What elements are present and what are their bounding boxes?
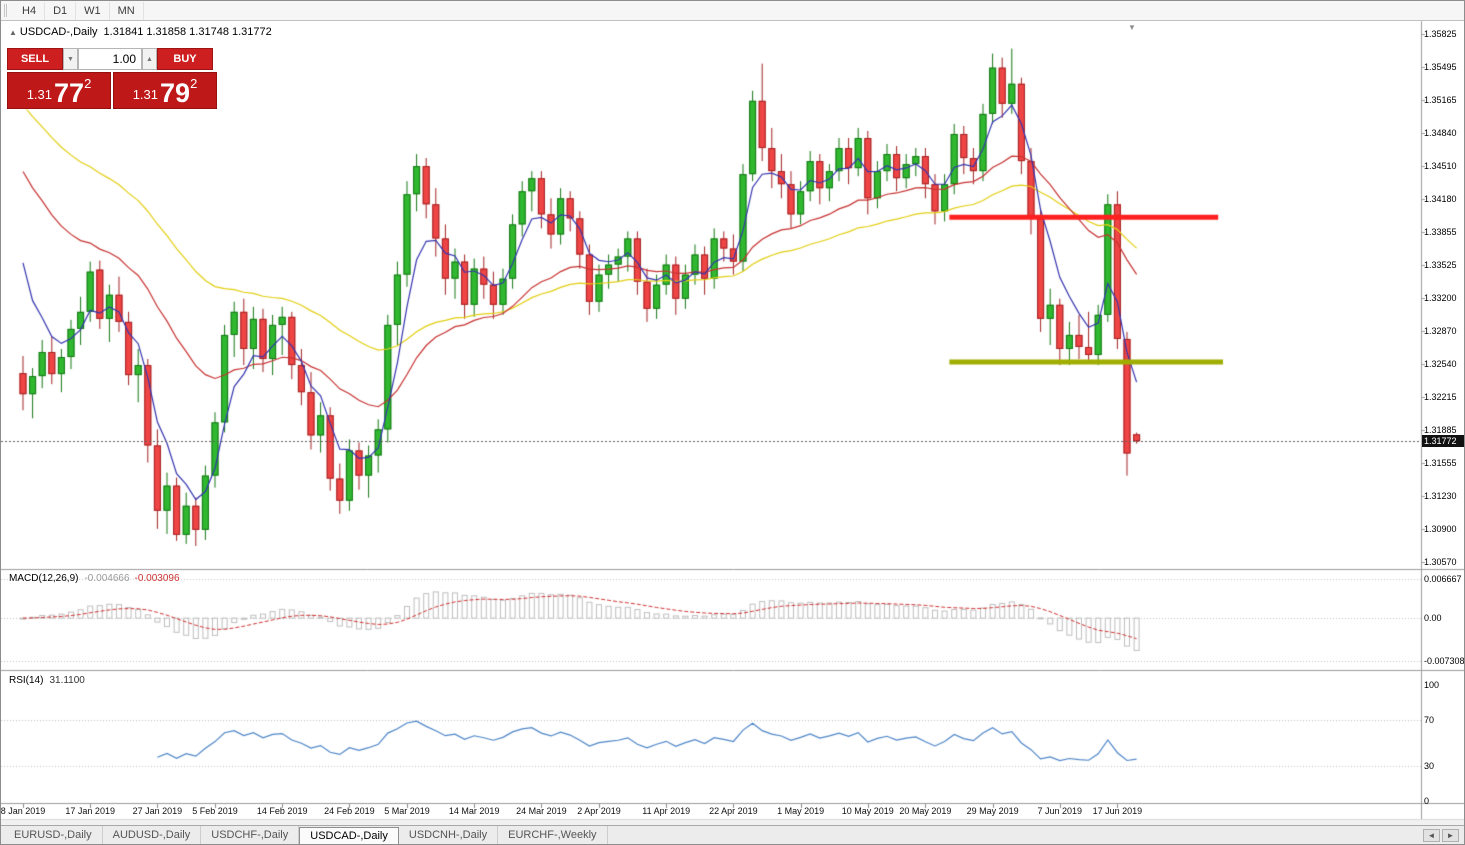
buy-button[interactable]: BUY [157, 48, 213, 70]
price-label: 1.30900 [1424, 523, 1457, 534]
price-label: 1.34510 [1424, 161, 1457, 172]
rsi-indicator-label: RSI(14) 31.1100 [9, 675, 85, 686]
sell-button[interactable]: SELL [7, 48, 63, 70]
price-axis[interactable]: 1.31772 1.35825 1.35495 1.35165 1.34840 1.34… [1422, 1, 1465, 844]
date-label: 24 Feb 2019 [324, 806, 375, 816]
one-click-trading-panel: SELL ▼ ▲ BUY 1.31 77 2 1.31 79 2 [6, 47, 218, 110]
price-label: 1.33525 [1424, 260, 1457, 271]
macd-axis-label: 0.006667 [1424, 574, 1462, 584]
macd-axis-label: -0.007308 [1424, 656, 1465, 666]
price-label: 1.33200 [1424, 292, 1457, 303]
price-label: 1.32540 [1424, 359, 1457, 370]
price-label: 1.32215 [1424, 391, 1457, 402]
tab-audusd-daily[interactable]: AUDUSD-,Daily [103, 826, 202, 844]
timeframe-toolbar: H4 D1 W1 MN [1, 1, 1464, 21]
rsi-axis-label: 70 [1424, 714, 1435, 725]
buy-price-big: 79 [160, 78, 191, 108]
date-label: 11 Apr 2019 [642, 806, 691, 816]
buy-price-display[interactable]: 1.31 79 2 [113, 72, 217, 109]
price-label: 1.34180 [1424, 194, 1457, 205]
bid-price-tag: 1.31772 [1422, 435, 1464, 448]
rsi-axis-label: 100 [1424, 680, 1440, 690]
buy-price-prefix: 1.31 [132, 87, 159, 102]
time-axis[interactable]: 8 Jan 2019 17 Jan 2019 27 Jan 2019 5 Feb 20… [1, 804, 1421, 819]
chart-tabs-bar: EURUSD-,Daily AUDUSD-,Daily USDCHF-,Dail… [1, 825, 1464, 844]
rsi-axis-label: 30 [1424, 761, 1435, 772]
sell-price-big: 77 [54, 78, 85, 108]
price-label: 1.35825 [1424, 29, 1457, 39]
date-label: 1 May 2019 [777, 806, 825, 816]
date-label: 27 Jan 2019 [132, 806, 183, 816]
collapse-arrow-icon[interactable]: ▲ [9, 28, 17, 37]
tab-eurchf-weekly[interactable]: EURCHF-,Weekly [498, 826, 608, 844]
date-label: 17 Jun 2019 [1092, 806, 1143, 816]
date-label: 5 Feb 2019 [192, 806, 238, 816]
timeframe-h4-button[interactable]: H4 [14, 1, 46, 20]
tab-eurusd-daily[interactable]: EURUSD-,Daily [4, 826, 103, 844]
tab-usdcnh-daily[interactable]: USDCNH-,Daily [399, 826, 499, 844]
tab-usdcad-daily[interactable]: USDCAD-,Daily [299, 827, 399, 844]
date-label: 8 Jan 2019 [0, 806, 46, 816]
sell-price-prefix: 1.31 [26, 87, 53, 102]
price-label: 1.30570 [1424, 557, 1457, 567]
date-label: 24 Mar 2019 [516, 806, 567, 816]
volume-input[interactable] [78, 48, 142, 70]
price-label: 1.33855 [1424, 226, 1457, 237]
macd-axis-label: 0.00 [1424, 613, 1442, 624]
timeframe-w1-button[interactable]: W1 [76, 1, 110, 20]
rsi-value: 31.1100 [49, 675, 85, 686]
tabs-scroll-right-button[interactable]: ► [1442, 828, 1459, 842]
symbol-period-label: USDCAD-,Daily [19, 26, 98, 38]
date-label: 7 Jun 2019 [1037, 806, 1083, 816]
volume-decrease-button[interactable]: ▼ [63, 48, 78, 70]
price-label: 1.31555 [1424, 458, 1457, 469]
chart-title: ▲ USDCAD-,Daily 1.31841 1.31858 1.31748 1.… [9, 26, 272, 38]
date-label: 17 Jan 2019 [65, 806, 115, 816]
buy-price-pipette: 2 [190, 76, 198, 91]
date-label: 5 Mar 2019 [384, 806, 430, 816]
price-label: 1.31230 [1424, 490, 1457, 501]
tabs-scroll-left-button[interactable]: ◄ [1423, 828, 1440, 842]
toolbar-grip[interactable] [4, 4, 9, 17]
tab-usdchf-daily[interactable]: USDCHF-,Daily [201, 826, 300, 844]
macd-signal-value: -0.003096 [134, 573, 180, 584]
price-label: 1.35165 [1424, 95, 1457, 106]
rsi-name: RSI(14) [9, 675, 44, 686]
date-label: 20 May 2019 [899, 806, 952, 816]
macd-indicator-label: MACD(12,26,9) -0.004666 -0.003096 [9, 573, 180, 584]
date-label: 10 May 2019 [841, 806, 894, 816]
timeframe-d1-button[interactable]: D1 [45, 1, 77, 20]
macd-name: MACD(12,26,9) [9, 573, 79, 584]
sell-price-pipette: 2 [84, 76, 92, 91]
timeframe-mn-button[interactable]: MN [110, 1, 144, 20]
date-label: 14 Mar 2019 [448, 806, 500, 816]
ohlc-values: 1.31841 1.31858 1.31748 1.31772 [103, 26, 272, 38]
chart-shift-marker-icon[interactable]: ▼ [1128, 23, 1136, 32]
price-label: 1.31885 [1424, 424, 1457, 435]
sell-price-display[interactable]: 1.31 77 2 [7, 72, 111, 109]
date-label: 22 Apr 2019 [709, 806, 758, 816]
date-label: 14 Feb 2019 [256, 806, 308, 816]
macd-main-value: -0.004666 [84, 573, 130, 584]
price-label: 1.32870 [1424, 325, 1457, 336]
date-label: 29 May 2019 [966, 806, 1019, 816]
price-label: 1.35495 [1424, 62, 1457, 73]
rsi-axis-label: 0 [1424, 796, 1430, 806]
price-label: 1.34840 [1424, 127, 1457, 138]
date-label: 2 Apr 2019 [577, 806, 621, 816]
volume-increase-button[interactable]: ▲ [142, 48, 157, 70]
